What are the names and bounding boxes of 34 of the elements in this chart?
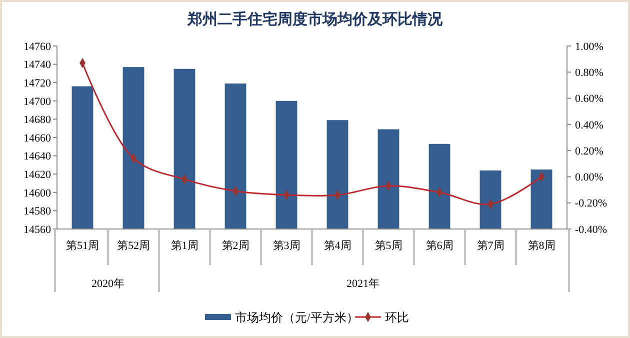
x-tick-label: 第51周	[66, 240, 99, 252]
y2-tick-label: -0.40%	[575, 224, 608, 236]
x-tick-label: 第5周	[374, 240, 402, 252]
y2-tick-label: 0.00%	[575, 172, 604, 184]
text: 2020年	[92, 278, 124, 290]
y-tick-label: 14680	[24, 114, 52, 126]
legend-label: 市场均价（元/平方米）	[235, 310, 358, 325]
chart-title: 郑州二手住宅周度市场均价及环比情况	[186, 10, 444, 28]
x-tick-label: 第3周	[272, 240, 300, 252]
y-tick-label: 14720	[24, 77, 52, 90]
y-tick-label: 14760	[24, 40, 52, 53]
x-tick-label: 第1周	[170, 240, 198, 252]
legend-label: 环比	[385, 310, 409, 325]
y2-tick-label: 1.00%	[575, 40, 604, 53]
text: 2021年	[346, 278, 380, 290]
y-tick-label: 14620	[24, 168, 52, 181]
y2-tick-label: 0.20%	[575, 145, 604, 158]
x-tick-label: 第52周	[117, 240, 150, 252]
x-tick-label: 第2周	[222, 240, 250, 252]
y-tick-label: 14580	[24, 206, 52, 218]
x-tick-label: 第8周	[528, 240, 556, 252]
x-tick-label: 第4周	[324, 240, 352, 252]
y-tick-label: 14660	[24, 132, 52, 144]
y-tick-label: 14740	[24, 59, 52, 72]
y-tick-label: 14560	[24, 224, 52, 236]
y2-tick-label: 0.60%	[575, 93, 604, 106]
y2-tick-label: -0.20%	[575, 198, 608, 210]
y-tick-label: 14700	[24, 96, 52, 108]
y-tick-label: 14600	[24, 187, 52, 200]
y2-tick-label: 0.80%	[575, 66, 604, 79]
x-tick-label: 第7周	[476, 240, 504, 252]
y-tick-label: 14640	[24, 150, 52, 163]
y2-tick-label: 0.40%	[575, 119, 604, 132]
x-tick-label: 第6周	[426, 240, 454, 252]
